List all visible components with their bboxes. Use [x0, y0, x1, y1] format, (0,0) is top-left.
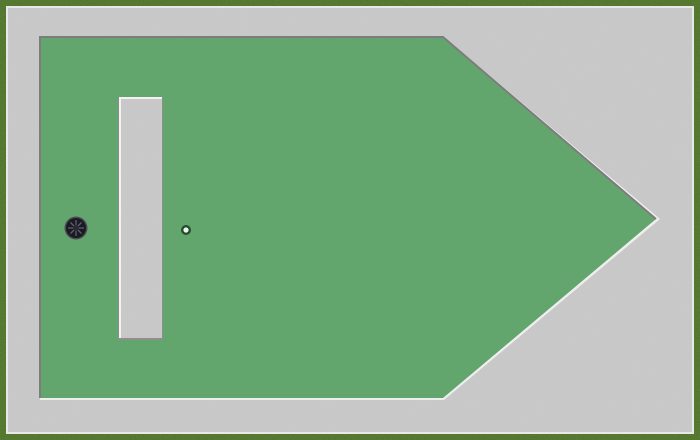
wall-highlight	[119, 97, 162, 338]
concrete-bevel	[6, 6, 694, 434]
golf-hole-icon[interactable]	[64, 216, 88, 240]
wall-obstacle-texture	[120, 98, 162, 338]
green-top-shadow	[39, 36, 657, 398]
putting-green[interactable]	[40, 37, 656, 398]
golf-ball-icon[interactable]	[181, 225, 191, 235]
